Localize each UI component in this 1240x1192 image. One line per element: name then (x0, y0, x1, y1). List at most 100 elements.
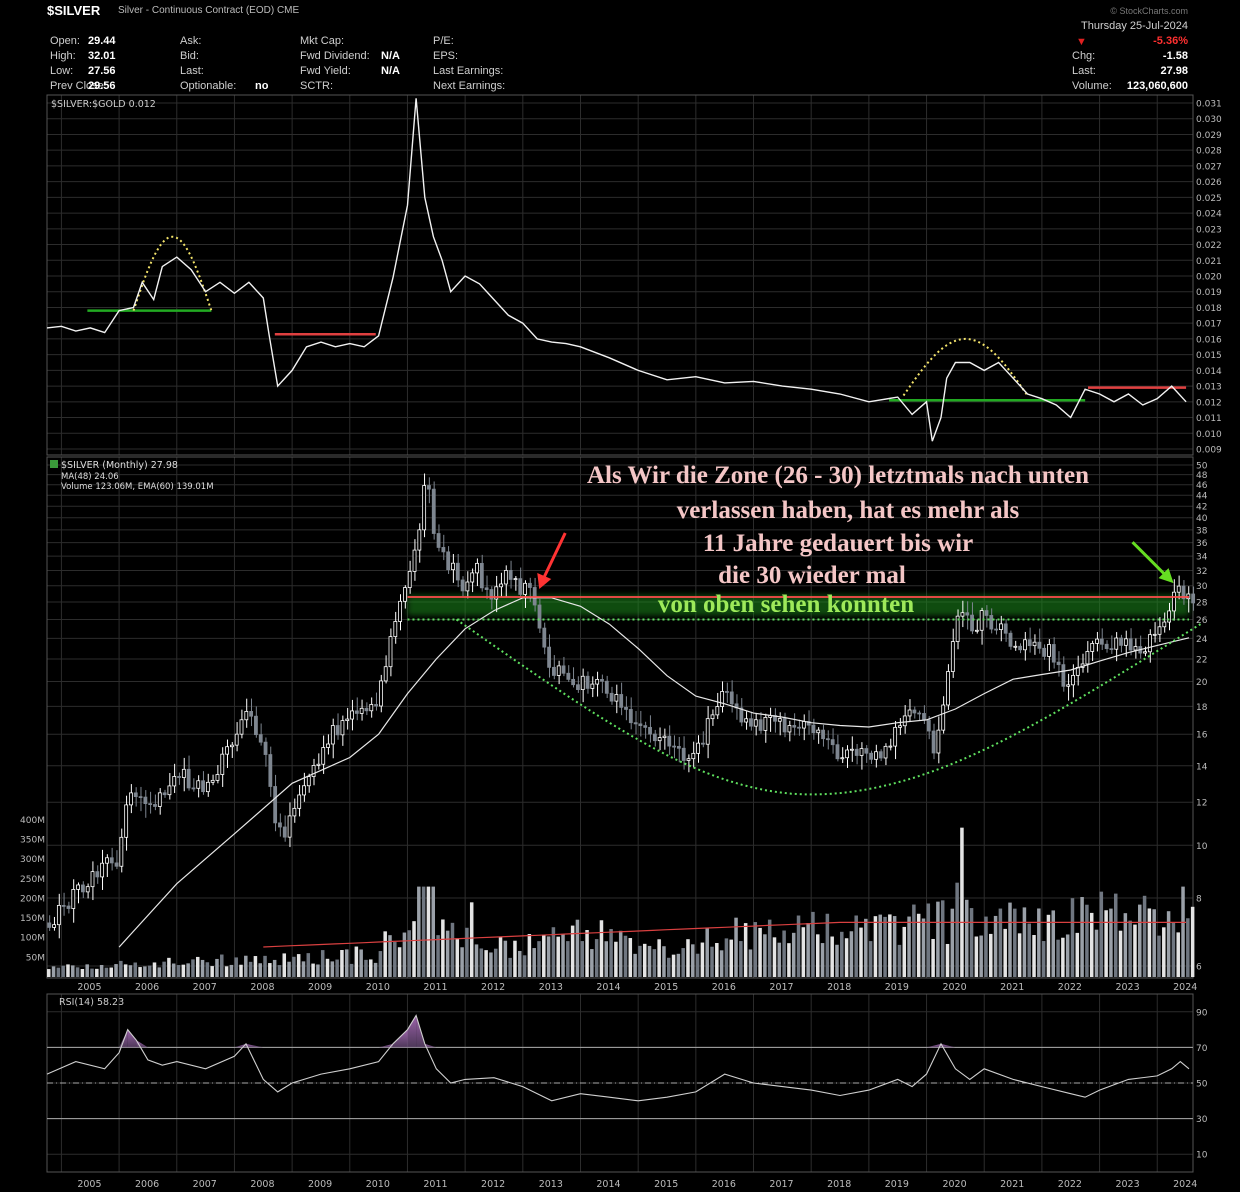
candle-body (398, 600, 403, 622)
volume-bar (1157, 935, 1161, 977)
ratio-y-tick: 0.026 (1196, 178, 1222, 188)
field-label: Mkt Cap: (300, 35, 345, 47)
volume-bar (479, 948, 484, 977)
price-y-tick: 20 (1196, 678, 1208, 688)
volume-bar (47, 969, 51, 977)
ma-legend: MA(48) 24.06 (61, 472, 119, 482)
volume-bar (662, 946, 666, 977)
candle-body (1056, 661, 1061, 666)
volume-bar (195, 956, 200, 977)
candle-body (758, 719, 763, 731)
candle-body (278, 822, 282, 828)
volume-bar (1032, 935, 1036, 977)
candle-body (667, 735, 672, 747)
volume-bar (791, 932, 796, 977)
candle-body (1066, 684, 1071, 687)
candle-body (489, 589, 494, 600)
volume-bar (1080, 897, 1084, 977)
candle-body (801, 721, 806, 729)
candle-body (926, 719, 931, 732)
candle-body (422, 485, 427, 531)
volume-bar (441, 919, 445, 977)
volume-bar (253, 956, 258, 977)
x-axis-label: 2012 (481, 1179, 505, 1190)
volume-y-tick: 350M (20, 835, 45, 845)
candle-body (90, 871, 95, 888)
volume-bar (417, 886, 421, 977)
price-y-tick: 8 (1196, 895, 1202, 905)
volume-bar (1099, 891, 1104, 977)
candle-body (186, 768, 191, 789)
x-axis-label: 2014 (596, 1179, 620, 1190)
candle-body (1143, 651, 1147, 654)
ratio-y-tick: 0.030 (1196, 115, 1222, 125)
volume-bar (1128, 920, 1132, 977)
volume-bar (388, 935, 392, 977)
volume-y-tick: 400M (20, 816, 45, 826)
volume-bar (1104, 910, 1108, 977)
candle-body (143, 796, 148, 805)
volume-bar (215, 958, 219, 977)
volume-bar (604, 941, 609, 977)
volume-bar (796, 915, 801, 977)
volume-bar (171, 963, 176, 977)
candle-body (129, 792, 133, 806)
candle-body (825, 738, 830, 741)
ratio-y-tick: 0.027 (1196, 162, 1222, 172)
volume-bar (431, 886, 436, 977)
volume-bar (1109, 908, 1113, 977)
volume-bar (143, 966, 147, 977)
volume-bar (344, 949, 349, 977)
volume-bar (1166, 911, 1171, 977)
x-axis-label: 2010 (366, 1179, 390, 1190)
ticker-symbol[interactable]: $SILVER (47, 3, 101, 18)
candle-body (61, 905, 66, 907)
candle-body (340, 720, 345, 736)
ratio-y-tick: 0.025 (1196, 194, 1222, 204)
volume-bar (469, 902, 474, 977)
candle-body (907, 709, 912, 717)
candle-body (177, 776, 181, 778)
candle-body (56, 905, 61, 926)
volume-bar (787, 943, 791, 977)
candle-body (989, 615, 994, 630)
field-value: 123,060,600 (1126, 80, 1188, 92)
volume-bar (628, 938, 633, 977)
panel-frame (46, 456, 1194, 979)
x-axis-label-mid: 2007 (193, 982, 217, 993)
x-axis-label-mid: 2013 (539, 982, 563, 993)
volume-bar (739, 941, 743, 977)
volume-bar (1027, 923, 1031, 977)
candle-body (955, 615, 960, 642)
volume-bar (609, 928, 613, 977)
candle-body (503, 570, 508, 585)
volume-bar (224, 966, 229, 977)
x-axis-label: 2013 (539, 1179, 563, 1190)
volume-bar (383, 931, 387, 977)
candle-body (763, 716, 768, 731)
candle-body (1128, 638, 1133, 651)
volume-bar (964, 899, 969, 977)
ratio-y-tick: 0.016 (1196, 335, 1222, 345)
zone-glow (407, 594, 1189, 616)
field-value: N/A (381, 65, 400, 77)
candle-body (80, 884, 85, 893)
rsi-panel: 90 70 50 30 10 RSI(14) 58.23 (46, 993, 1208, 1173)
field-value: no (255, 80, 269, 92)
price-y-tick: 14 (1196, 762, 1208, 772)
volume-bar (580, 941, 584, 977)
rsi-legend: RSI(14) 58.23 (59, 997, 124, 1008)
candle-body (922, 713, 926, 721)
candle-body (66, 905, 71, 909)
candle-body (1152, 633, 1157, 636)
volume-bar (316, 964, 320, 977)
volume-bar (883, 916, 887, 977)
volume-bar (373, 962, 378, 977)
candle-body (1027, 639, 1032, 647)
price-y-tick: 36 (1196, 539, 1208, 549)
candle-body (1023, 639, 1027, 651)
candle-body (1109, 648, 1114, 651)
volume-bar (335, 959, 339, 977)
candle-body (364, 707, 369, 712)
